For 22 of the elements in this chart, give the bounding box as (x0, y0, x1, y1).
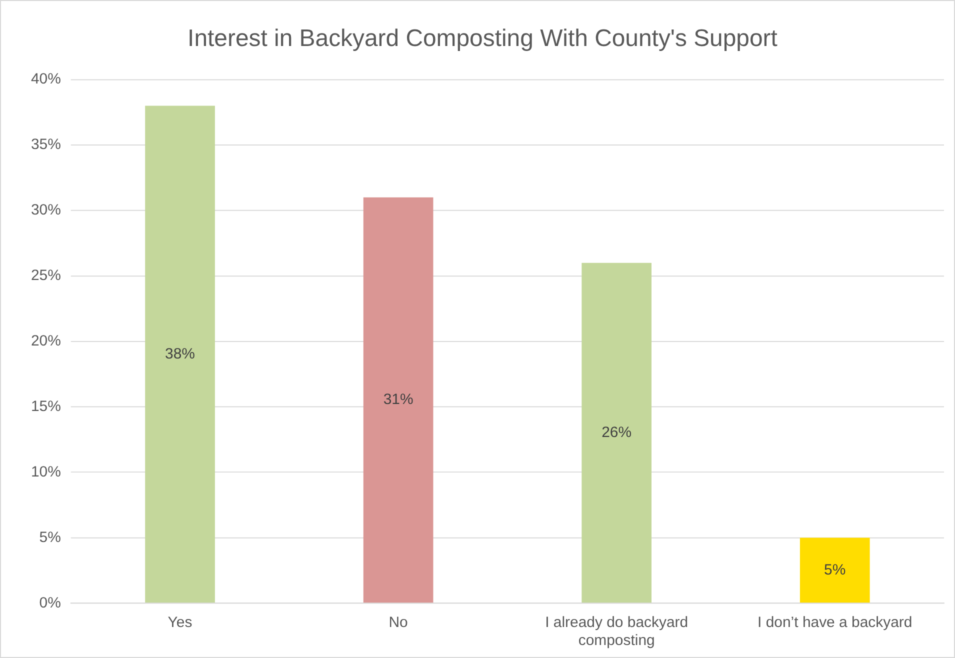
y-tick-label: 5% (39, 528, 61, 546)
x-tick-label: No (388, 614, 408, 632)
bar (145, 106, 215, 603)
data-label: 5% (824, 561, 846, 578)
x-tick-label: I don’t have a backyard (758, 614, 912, 632)
bar (363, 197, 434, 603)
y-tick-label: 35% (30, 136, 61, 154)
y-tick-label: 30% (30, 202, 61, 219)
x-tick-label: I already do backyard composting (545, 614, 688, 650)
data-label: 26% (602, 424, 632, 441)
y-tick-label: 25% (30, 267, 61, 284)
x-tick-label: Yes (168, 614, 192, 632)
y-tick-label: 10% (30, 463, 61, 480)
data-label: 31% (383, 391, 414, 408)
y-tick-label: 0% (39, 594, 61, 612)
data-label: 38% (165, 345, 195, 362)
bar (800, 538, 870, 603)
chart-title: Interest in Backyard Composting With County's Support (188, 24, 778, 52)
bar (582, 262, 652, 603)
y-tick-label: 40% (30, 70, 61, 88)
y-tick-label: 20% (30, 332, 61, 350)
y-tick-label: 15% (30, 398, 61, 415)
